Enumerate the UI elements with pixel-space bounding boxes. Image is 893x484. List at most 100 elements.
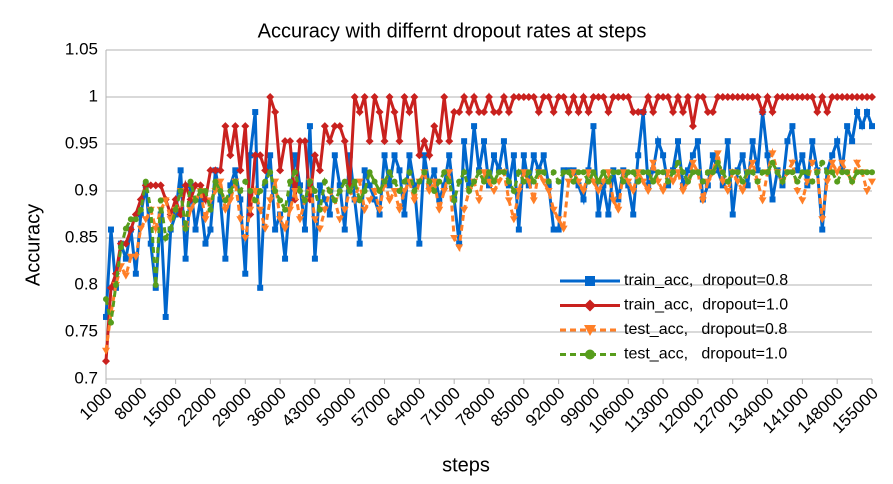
- data-point: [216, 166, 225, 175]
- data-point: [595, 178, 602, 185]
- data-point: [257, 188, 264, 194]
- data-point: [251, 151, 260, 160]
- data-point: [281, 137, 290, 146]
- data-point: [315, 166, 324, 175]
- data-point: [371, 178, 378, 185]
- data-point: [864, 109, 871, 116]
- data-point: [276, 166, 285, 175]
- data-point: [267, 152, 274, 159]
- data-point: [103, 313, 109, 320]
- data-point: [519, 93, 528, 101]
- data-point: [440, 188, 449, 195]
- data-point: [864, 169, 871, 176]
- data-point: [869, 123, 875, 130]
- data-point: [594, 93, 603, 101]
- data-point: [385, 93, 394, 101]
- data-point: [117, 244, 124, 251]
- data-point: [316, 206, 323, 213]
- data-point: [634, 108, 643, 117]
- data-point: [625, 169, 632, 176]
- data-point: [574, 178, 583, 186]
- data-point: [834, 138, 841, 145]
- data-point: [310, 151, 319, 160]
- data-point: [664, 169, 673, 177]
- data-point: [241, 122, 250, 131]
- data-point: [744, 182, 751, 189]
- data-point: [107, 319, 114, 326]
- data-point: [136, 225, 145, 233]
- data-point: [262, 178, 269, 185]
- data-point: [744, 169, 751, 176]
- data-point: [649, 108, 658, 117]
- data-point: [694, 169, 701, 176]
- data-point: [635, 178, 642, 185]
- data-point: [267, 169, 274, 176]
- data-point: [310, 216, 319, 224]
- data-point: [370, 188, 379, 195]
- data-point: [665, 182, 672, 189]
- data-point: [749, 169, 756, 176]
- data-point: [863, 188, 872, 195]
- data-point: [754, 178, 761, 185]
- data-point: [509, 216, 518, 224]
- data-point: [574, 108, 583, 117]
- data-point: [490, 178, 497, 185]
- data-point: [594, 188, 603, 195]
- data-point: [172, 211, 179, 218]
- data-point: [416, 178, 423, 185]
- data-point: [545, 178, 552, 185]
- data-point: [236, 216, 245, 224]
- data-point: [157, 197, 164, 204]
- data-point: [729, 169, 736, 176]
- y-tick-label: 0.7: [74, 368, 98, 387]
- data-point: [514, 188, 523, 195]
- data-point: [361, 167, 368, 174]
- data-point: [539, 93, 548, 101]
- data-point: [614, 206, 623, 214]
- data-point: [669, 178, 678, 186]
- data-point: [714, 167, 721, 174]
- data-point: [799, 152, 806, 159]
- data-point: [425, 151, 434, 160]
- data-point: [554, 93, 563, 101]
- data-point: [844, 123, 851, 130]
- data-point: [799, 169, 806, 176]
- data-point: [460, 93, 469, 101]
- data-point: [181, 181, 190, 190]
- data-point: [262, 182, 269, 189]
- data-point: [768, 108, 777, 117]
- data-point: [565, 169, 572, 176]
- y-tick-label: 1: [89, 86, 98, 105]
- data-point: [396, 167, 403, 174]
- data-point: [425, 188, 434, 195]
- data-point: [490, 152, 497, 159]
- data-point: [192, 226, 199, 233]
- data-point: [147, 206, 154, 213]
- legend-marker: [584, 325, 596, 336]
- data-point: [773, 93, 782, 101]
- data-point: [789, 123, 796, 130]
- data-point: [544, 188, 553, 195]
- data-point: [555, 226, 562, 233]
- data-point: [763, 93, 772, 101]
- data-point: [311, 188, 318, 194]
- data-point: [834, 178, 841, 185]
- data-point: [306, 178, 313, 185]
- data-point: [252, 197, 259, 204]
- data-point: [808, 93, 817, 101]
- data-point: [604, 169, 613, 177]
- data-point: [554, 216, 563, 224]
- data-point: [580, 196, 587, 203]
- data-point: [435, 137, 444, 146]
- data-point: [609, 197, 618, 205]
- data-point: [698, 197, 707, 205]
- data-point: [441, 169, 448, 176]
- data-point: [645, 169, 652, 176]
- data-point: [167, 225, 174, 232]
- data-point: [868, 178, 876, 186]
- data-point: [390, 188, 399, 195]
- data-point: [436, 178, 443, 185]
- data-point: [524, 178, 533, 186]
- data-point: [804, 169, 811, 176]
- data-point: [151, 181, 160, 190]
